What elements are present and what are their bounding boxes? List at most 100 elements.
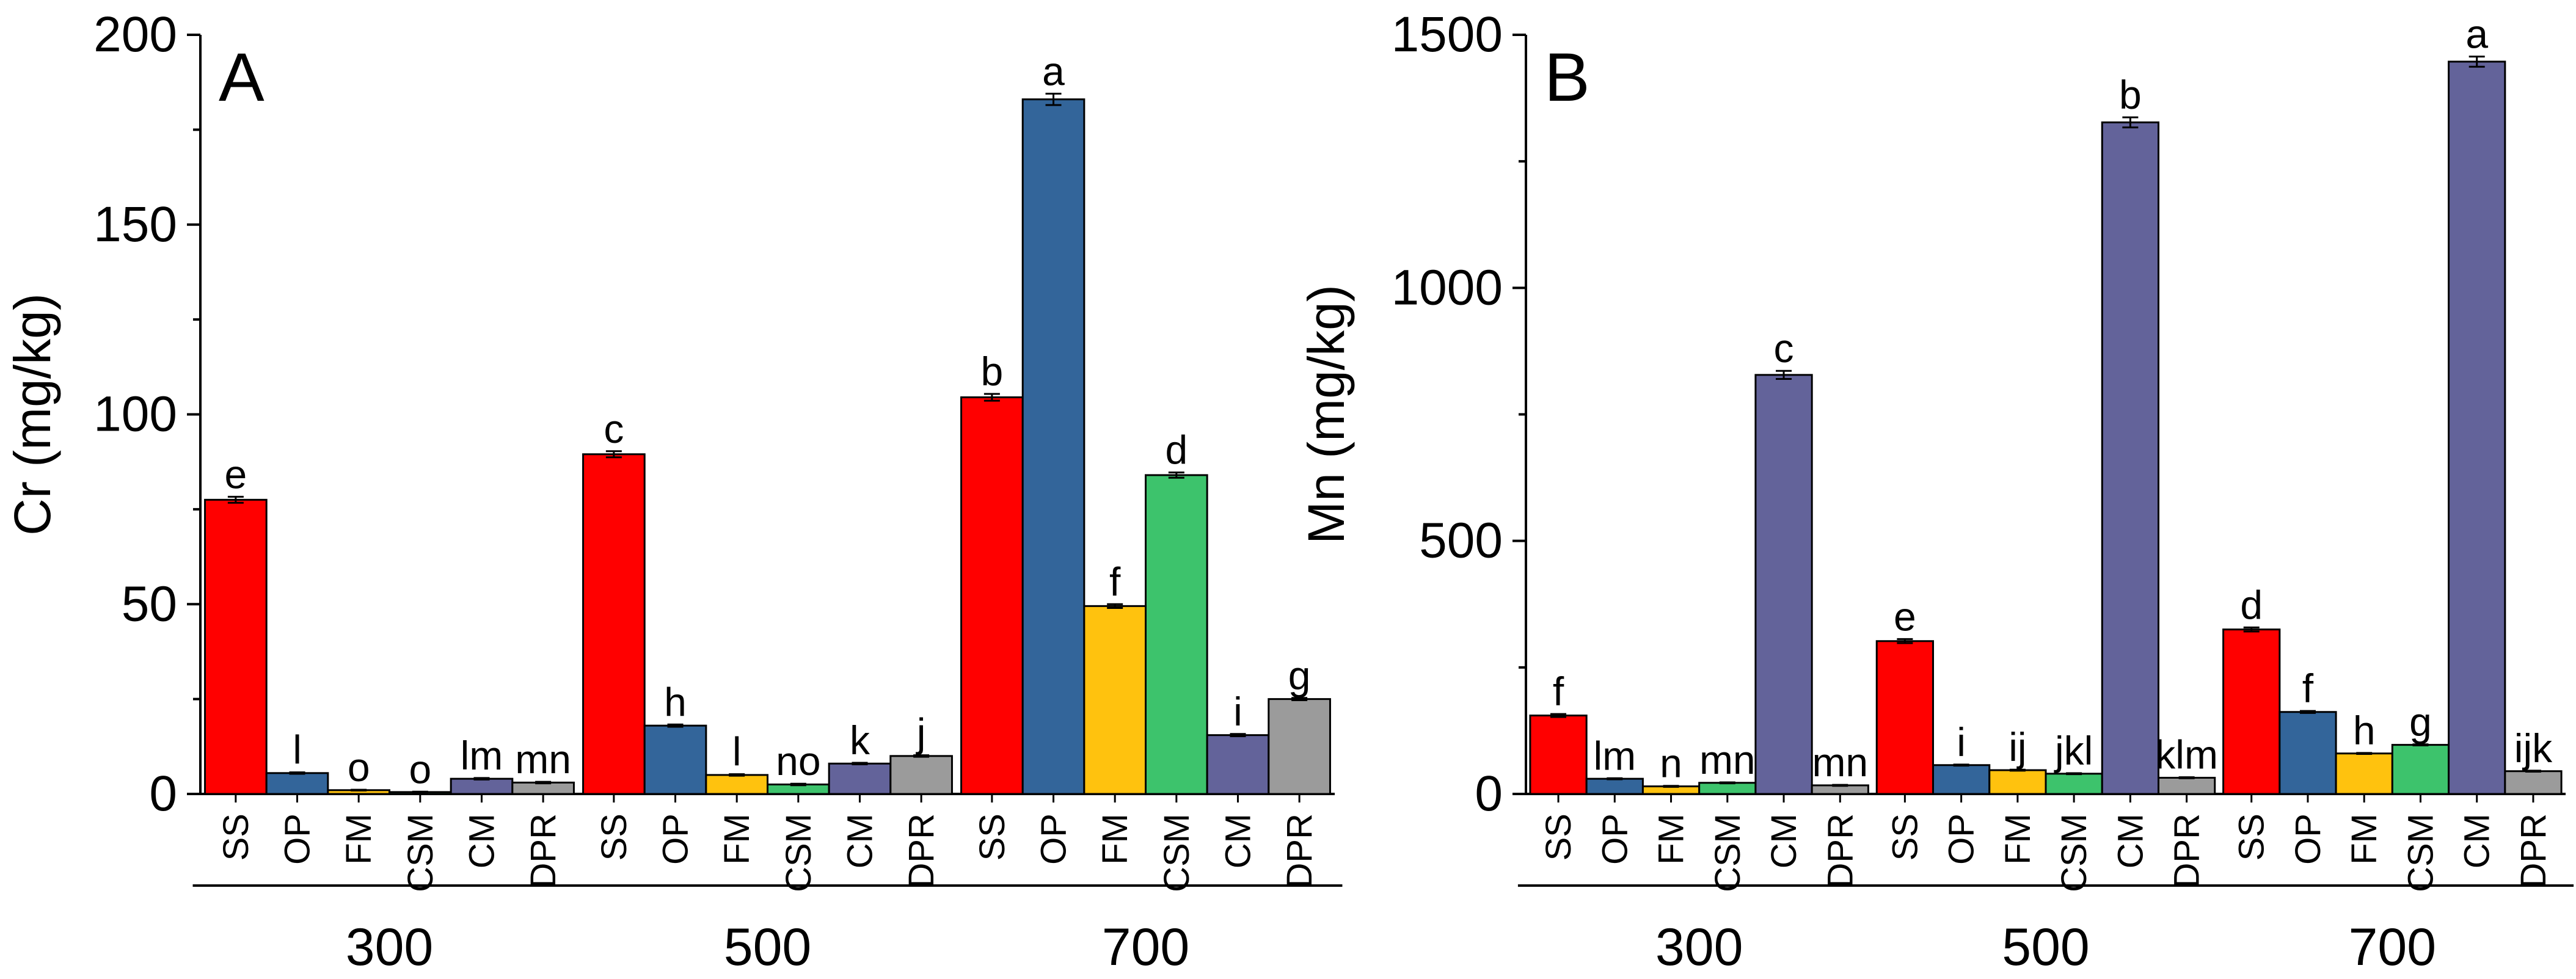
panel-a-y-tick-label: 200	[93, 7, 177, 62]
panel-b-x-tick-label: FM	[1998, 813, 2038, 865]
panel-b: 0 500 1000 1500 Mn (mg/kg) Bf SS lm OP n FM mn CSM c C…	[1297, 7, 2574, 977]
panel-b-bar-300-cm	[1754, 374, 1813, 795]
panel-b-significance-letter: mn	[1812, 740, 1868, 785]
panel-a-y-tick-label: 0	[149, 766, 177, 821]
panel-a-significance-letter: b	[981, 349, 1004, 394]
panel-a-x-tick-label: CM	[840, 813, 880, 868]
panel-b-significance-letter: h	[2353, 708, 2376, 753]
panel-b-bar-500-ss	[1875, 640, 1935, 795]
panel-b-x-tick-label: DPR	[2167, 813, 2207, 888]
panel-a-group-label: 700	[1102, 918, 1190, 977]
panel-a-x-tick-label: DPR	[902, 813, 941, 888]
panel-b-x-tick-label: OP	[2288, 813, 2328, 865]
panel-a-x-tick-label: OP	[656, 813, 696, 865]
panel-b-y-tick-label: 500	[1419, 513, 1503, 569]
panel-b-bar-500-op	[1932, 764, 1991, 795]
panel-b-significance-letter: ijk	[2514, 726, 2553, 771]
panel-a-group-label: 300	[346, 918, 434, 977]
panel-b-x-tick-label: FM	[2344, 813, 2384, 865]
panel-b-significance-letter: ij	[2009, 724, 2026, 770]
panel-b-x-tick-label: CSM	[1708, 813, 1748, 892]
panel-b-bar-500-csm	[2045, 773, 2103, 795]
panel-a-significance-letter: c	[604, 406, 624, 451]
panel-b-significance-letter: i	[1957, 719, 1966, 765]
panel-b-bar-500-fm	[1988, 769, 2047, 795]
panel-b-significance-letter: n	[1660, 741, 1682, 786]
panel-b-significance-letter: klm	[2155, 732, 2218, 777]
panel-b-y-tick-label: 1000	[1392, 260, 1503, 315]
panel-a-panel-label: A	[219, 39, 265, 115]
panel-a-significance-letter: l	[732, 729, 742, 774]
panel-a-x-tick-label: FM	[717, 813, 757, 865]
panel-a-y-tick-label: 100	[93, 387, 177, 442]
panel-a-significance-letter: i	[1233, 689, 1242, 734]
panel-b-x-tick-label: OP	[1942, 813, 1982, 865]
panel-a-bar-300-cm	[450, 777, 514, 795]
panel-b-x-tick-label: OP	[1595, 813, 1635, 865]
panel-a-bar-500-dpr	[889, 755, 953, 795]
panel-b-x-tick-label: DPR	[1820, 813, 1860, 888]
panel-b-group-label: 500	[2002, 918, 2090, 977]
panel-a-x-tick-label: OP	[278, 813, 318, 865]
panel-a-x-tick-label: FM	[339, 813, 379, 865]
panel-b-y-axis-label: Mn (mg/kg)	[1297, 285, 1355, 544]
panel-b-significance-letter: lm	[1593, 733, 1636, 778]
panel-b-x-tick-label: SS	[1885, 813, 1925, 861]
panel-b-y-tick-label: 0	[1475, 766, 1503, 821]
panel-b-bar-700-dpr	[2504, 770, 2563, 795]
panel-a-significance-letter: d	[1165, 428, 1188, 473]
panel-a-x-tick-label: CSM	[1157, 813, 1197, 892]
panel-b-bar-500-cm	[2101, 121, 2159, 795]
panel-a-significance-letter: lm	[461, 733, 503, 778]
panel-b-x-tick-label: DPR	[2514, 813, 2553, 888]
panel-a-y-tick-label: 150	[93, 197, 177, 252]
panel-a-significance-letter: mn	[515, 737, 571, 782]
panel-a-x-tick-label: SS	[594, 813, 634, 861]
panel-a-x-tick-label: OP	[1034, 813, 1074, 865]
panel-b-significance-letter: g	[2409, 699, 2432, 744]
panel-a-significance-letter: h	[664, 679, 687, 724]
panel-a-y-axis-label: Cr (mg/kg)	[4, 293, 61, 536]
panel-b-bar-300-csm	[1698, 782, 1757, 795]
panel-b-significance-letter: e	[1894, 594, 1916, 639]
panel-a-bar-500-ss	[582, 453, 646, 795]
panel-a-bar-700-dpr	[1268, 698, 1331, 795]
panel-a-significance-letter: g	[1288, 653, 1311, 698]
panel-a-significance-letter: o	[409, 746, 431, 792]
panel-a-significance-letter: no	[776, 738, 820, 784]
panel-b-bar-700-ss	[2222, 628, 2281, 795]
panel-a-x-tick-label: SS	[216, 813, 256, 861]
panel-a-group-label: 500	[724, 918, 812, 977]
panel-a-x-tick-label: DPR	[524, 813, 563, 888]
panel-b-x-tick-label: CSM	[2054, 813, 2094, 892]
panel-a-bar-500-op	[643, 724, 707, 795]
panel-a-significance-letter: a	[1042, 48, 1065, 93]
panel-a-significance-letter: l	[293, 727, 302, 773]
panel-a-x-tick-label: FM	[1095, 813, 1135, 865]
panel-b-panel-label: B	[1544, 39, 1590, 115]
panel-a-bar-700-csm	[1145, 474, 1208, 795]
panel-a-bar-700-fm	[1083, 605, 1147, 795]
panel-a-x-tick-label: CSM	[401, 813, 440, 892]
panel-a-significance-letter: j	[916, 710, 926, 755]
panel-b-bar-300-ss	[1529, 715, 1588, 795]
panel-a-significance-letter: o	[348, 744, 370, 790]
panel-a-x-tick-label: CSM	[779, 813, 819, 892]
panel-b-significance-letter: mn	[1699, 737, 1756, 782]
panel-b-significance-letter: f	[1553, 669, 1564, 714]
panel-b-bar-700-op	[2279, 711, 2337, 795]
panel-b-x-tick-label: CM	[1764, 813, 1804, 868]
panel-b-y-tick-label: 1500	[1392, 7, 1503, 62]
panel-b-bar-700-csm	[2391, 744, 2450, 795]
panel-a-bar-700-op	[1021, 98, 1085, 795]
panel-a-significance-letter: e	[225, 451, 247, 497]
panel-a-bar-300-dpr	[511, 781, 575, 795]
panel-a-x-tick-label: SS	[972, 813, 1012, 861]
panel-a-bar-300-ss	[204, 498, 268, 795]
panel-b-group-label: 700	[2349, 918, 2437, 977]
panel-a-x-tick-label: CM	[1218, 813, 1258, 868]
panel-b-significance-letter: c	[1774, 326, 1794, 371]
panel-b-x-tick-label: CM	[2457, 813, 2497, 868]
panel-b-significance-letter: jkl	[2054, 728, 2093, 773]
